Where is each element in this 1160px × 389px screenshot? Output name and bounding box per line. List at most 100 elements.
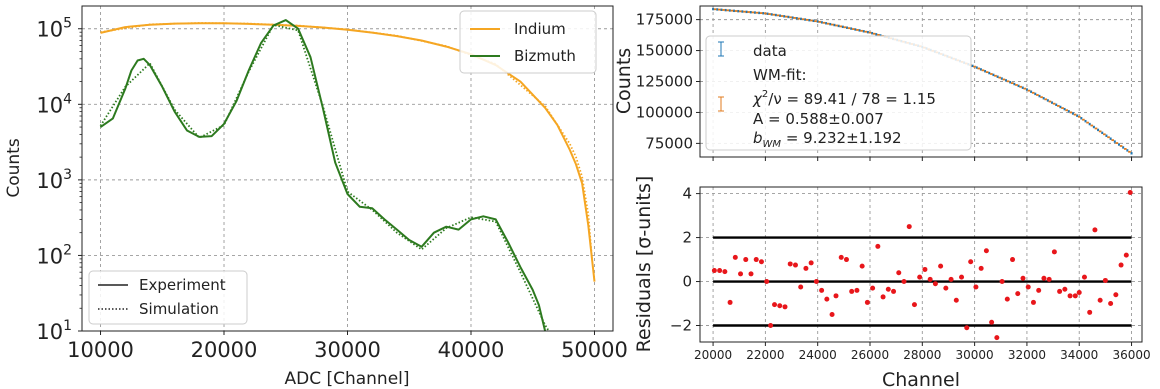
fit-point (1027, 89, 1031, 92)
residual-point (758, 259, 764, 265)
fit-point (776, 14, 780, 17)
residual-point (813, 279, 819, 285)
residual-point (870, 285, 876, 291)
residual-point (1102, 277, 1108, 283)
data-point (854, 28, 857, 31)
data-point (984, 70, 987, 73)
residual-point (1015, 291, 1021, 297)
data-point (724, 8, 727, 12)
residual-point (891, 288, 897, 294)
fit-point (751, 11, 755, 14)
fit-point (973, 65, 976, 68)
data-point (1109, 137, 1112, 140)
residual-point (824, 296, 830, 302)
data-point (1117, 143, 1120, 146)
residual-point (999, 279, 1005, 285)
fit-point (747, 11, 750, 13)
data-point (1042, 97, 1045, 100)
data-point (837, 24, 840, 28)
residual-point (1076, 290, 1082, 296)
data-point (1009, 81, 1012, 84)
residuals-y-axis-label: Residuals [σ-units] (633, 176, 655, 353)
fit-legend: data WM-fit: χ2/ν = 89.41 / 78 = 1.15 A … (705, 35, 972, 151)
data-point (783, 15, 786, 18)
fit-point (843, 26, 847, 29)
data-point (774, 13, 777, 17)
fit-point (1023, 87, 1027, 90)
residual-point (717, 268, 723, 274)
residual-point (743, 257, 749, 263)
data-point (975, 66, 978, 69)
fit-point (768, 13, 771, 15)
residual-point (1081, 274, 1087, 280)
fit-point (1094, 127, 1098, 130)
data-point (795, 17, 798, 20)
data-point (1080, 117, 1083, 120)
data-point (820, 21, 823, 24)
residual-point (1118, 262, 1124, 268)
spectrum-y-tick-label: 104 (36, 91, 72, 117)
data-point (1126, 149, 1129, 152)
residual-point (938, 263, 944, 269)
data-point (753, 11, 756, 14)
fit-point (1098, 130, 1102, 133)
residual-point (854, 287, 860, 293)
data-point (850, 27, 853, 30)
residual-point (782, 304, 788, 310)
data-point (762, 12, 765, 15)
residual-point (927, 276, 933, 282)
residual-point (1062, 286, 1068, 292)
fit-point (1006, 80, 1010, 83)
residual-bands (713, 236, 1132, 327)
chi2-legend-text: χ2/ν = 89.41 / 78 = 1.15 (752, 89, 936, 108)
fit-y-ticks: 75000 100000 125000 150000 175000 (636, 11, 700, 152)
residual-point (953, 297, 959, 303)
fit-point (998, 76, 1002, 79)
fit-point (1082, 118, 1085, 121)
fit-point (835, 24, 838, 27)
fit-point (990, 73, 993, 75)
fit-point (1090, 124, 1094, 127)
data-point (712, 7, 715, 11)
fit-point (734, 10, 738, 12)
fit-point (1073, 113, 1077, 116)
residual-point (978, 265, 984, 271)
fit-point (822, 21, 826, 24)
data-point (1092, 125, 1095, 129)
data-point (845, 26, 848, 29)
residual-points (711, 189, 1133, 341)
fit-point (977, 67, 981, 70)
spectrum-x-tick-label: 20000 (191, 338, 258, 362)
fit-point (793, 17, 796, 19)
residual-point (829, 312, 835, 318)
fit-point (755, 11, 759, 14)
fit-point (1061, 107, 1064, 109)
residual-point (859, 263, 865, 269)
data-point (825, 22, 828, 25)
spectrum-y-tick-label: 102 (36, 242, 72, 268)
fit-y-tick-label: 175000 (636, 11, 693, 29)
fit-point (1077, 115, 1081, 118)
residual-point (1127, 189, 1133, 195)
residual-point (983, 248, 989, 254)
residual-point (1113, 292, 1119, 298)
fit-point (826, 22, 830, 25)
data-point (875, 33, 878, 36)
data-point (1130, 152, 1133, 155)
fit-point (718, 8, 721, 11)
data-point (766, 12, 769, 15)
fit-point (1031, 91, 1035, 94)
fit-point (738, 10, 742, 13)
fit-legend-marker (718, 96, 724, 112)
residual-point (896, 270, 902, 276)
fit-y-axis-label: Counts (613, 48, 635, 114)
fit-point (1107, 136, 1110, 139)
data-point (1067, 110, 1070, 113)
residuals-x-tick-label: 30000 (956, 348, 994, 362)
residual-point (819, 287, 825, 293)
simulation-legend-label: Simulation (139, 300, 219, 318)
fit-point (860, 29, 863, 32)
fit-point (1002, 78, 1006, 81)
fit-y-tick-label: 75000 (645, 134, 693, 152)
